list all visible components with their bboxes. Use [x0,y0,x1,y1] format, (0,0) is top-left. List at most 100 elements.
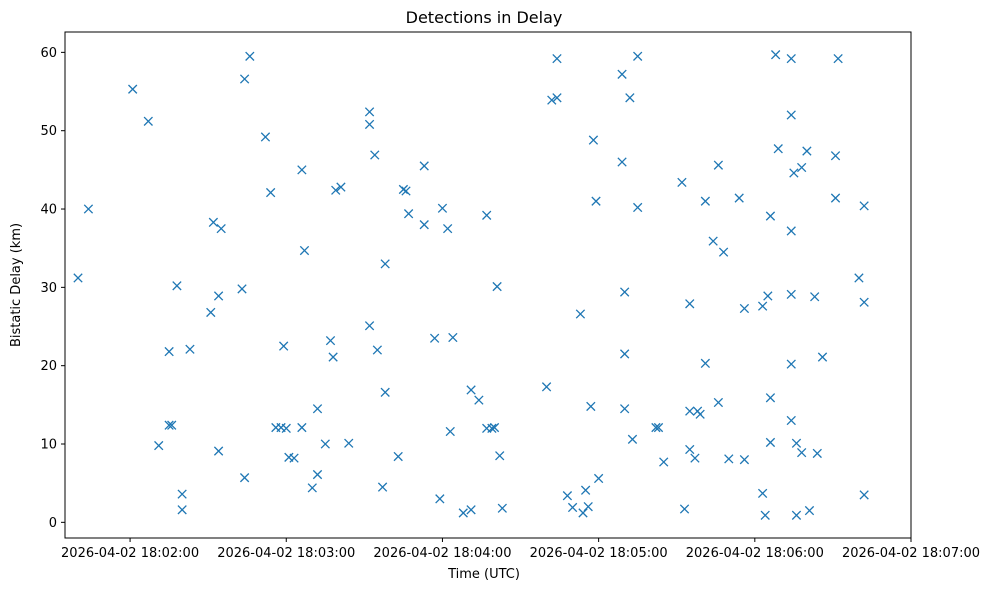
x-tick-label: 2026-04-02 18:03:00 [217,546,355,561]
data-point [128,84,138,94]
data-point [312,404,323,414]
data-point [336,182,346,192]
data-point [575,309,586,319]
data-point [617,157,627,167]
y-tick-label: 0 [49,516,57,531]
data-point [578,508,588,518]
data-point [325,335,336,346]
data-point [583,502,593,512]
data-point [685,299,695,309]
data-point [289,453,299,463]
data-point [281,423,291,434]
data-point [177,489,187,499]
data-point [859,201,869,211]
data-point [208,217,219,227]
data-point [320,439,330,449]
data-point [739,303,750,314]
x-tick-label: 2026-04-02 18:02:00 [61,546,199,561]
data-point [817,352,828,362]
data-point [627,434,638,444]
x-tick-label: 2026-04-02 18:06:00 [686,546,824,561]
data-point [713,160,724,170]
data-point [419,161,429,171]
data-point [653,422,664,433]
data-point [763,291,773,301]
data-point [679,504,690,514]
data-point [164,420,174,430]
data-point [206,307,216,318]
data-point [830,151,841,161]
data-point [830,193,841,203]
data-point [765,211,776,221]
data-point [757,488,768,499]
data-point [403,209,414,219]
data-point [677,177,687,188]
x-tick-label: 2026-04-02 18:07:00 [842,546,980,561]
data-point [586,401,596,412]
data-point [797,162,807,173]
data-point [265,187,276,198]
data-point [718,247,729,257]
data-point [724,454,734,464]
data-point [364,119,375,130]
data-point [307,483,317,493]
data-point [625,93,635,103]
data-point [700,358,711,368]
data-point [445,426,455,437]
data-point [377,482,388,492]
data-point [786,110,796,120]
data-point [757,301,768,311]
data-point [695,409,705,419]
data-point [593,473,604,484]
y-tick-label: 50 [40,124,57,139]
data-point [172,281,182,291]
data-point [713,397,724,408]
data-point [541,382,552,392]
data-point [690,453,700,463]
data-points [73,50,869,520]
data-point [854,273,864,283]
data-point [812,448,822,459]
data-point [786,53,796,64]
data-point [245,51,255,61]
y-tick-label: 40 [40,203,57,218]
y-tick-label: 10 [40,438,57,453]
data-point [859,490,869,500]
plot-frame [64,31,912,539]
data-point [580,485,591,495]
data-point [685,406,695,416]
data-point [474,395,484,405]
data-point [760,510,770,520]
data-point [552,53,562,64]
data-point [810,292,820,302]
data-point [372,345,383,355]
data-point [791,438,802,448]
data-point [380,259,390,269]
data-point [765,437,776,448]
y-axis-label: Bistatic Delay (km) [9,223,24,347]
data-point [370,150,380,160]
data-point [786,415,796,426]
data-point [547,95,557,105]
data-point [620,287,630,297]
y-tick-label: 60 [40,46,57,61]
data-point [786,289,796,300]
data-point [312,469,323,480]
data-point [299,245,310,256]
data-point [458,508,468,518]
data-point [344,438,354,448]
data-point [466,505,476,515]
chart-title: Detections in Delay [406,8,563,27]
data-point [167,420,177,430]
data-point [567,502,578,513]
data-point [466,385,476,395]
data-point [588,135,599,145]
data-point [393,451,403,462]
data-point [239,473,250,483]
data-point [659,457,669,467]
data-point [435,494,445,504]
x-axis-label: Time (UTC) [447,567,520,582]
data-point [297,165,307,175]
